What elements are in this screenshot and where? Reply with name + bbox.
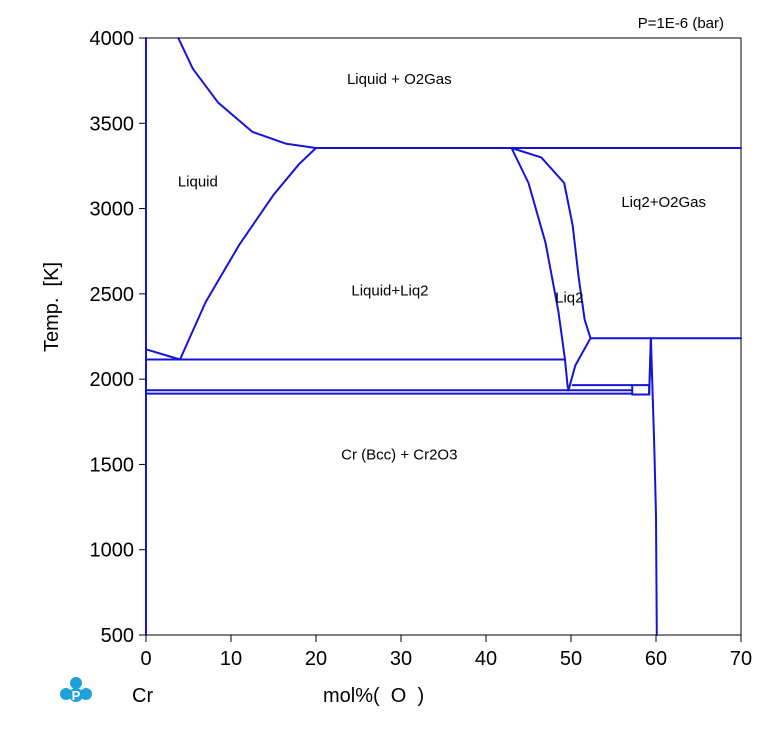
region-labels: Liquid + O2Gas Liquid Liq2+O2Gas Liq2 Liquid… <box>178 71 706 463</box>
phase-boundary-4 <box>145 348 181 361</box>
x-tick-label: 0 <box>140 648 151 670</box>
x-tick-label: 20 <box>305 648 327 670</box>
y-tick-label: 4000 <box>90 28 135 50</box>
region-label: Liq2+O2Gas <box>621 194 706 211</box>
y-axis-ticks: 500 1000 1500 2000 2500 3000 3500 4000 <box>90 28 146 647</box>
phase-boundary-9 <box>567 337 592 392</box>
y-tick-label: 2000 <box>90 369 135 391</box>
region-label: Cr (Bcc) + Cr2O3 <box>341 446 457 463</box>
y-tick-label: 1500 <box>90 454 135 476</box>
region-label: Liq2 <box>555 289 583 306</box>
region-label: Liquid + O2Gas <box>347 71 452 88</box>
pressure-label: P=1E-6 (bar) <box>638 15 724 32</box>
x-axis-title: mol%( O ) <box>323 685 424 707</box>
y-tick-label: 3500 <box>90 113 135 135</box>
y-tick-label: 500 <box>101 625 134 647</box>
x-tick-label: 50 <box>560 648 582 670</box>
phase-boundary-17 <box>649 337 658 636</box>
x-tick-label: 70 <box>730 648 752 670</box>
element-label: Cr <box>132 685 153 707</box>
x-tick-label: 40 <box>475 648 497 670</box>
svg-text:P: P <box>72 688 81 703</box>
pandat-logo-icon: P <box>60 677 92 703</box>
y-tick-label: 1000 <box>90 540 135 562</box>
x-tick-label: 30 <box>390 648 412 670</box>
y-tick-label: 3000 <box>90 199 135 221</box>
phase-boundary-18 <box>648 337 652 394</box>
phase-boundary-6 <box>510 147 570 392</box>
phase-boundaries <box>145 37 742 636</box>
x-axis-ticks: 0 10 20 30 40 50 60 70 <box>140 635 752 670</box>
x-tick-label: 10 <box>220 648 242 670</box>
x-tick-label: 60 <box>645 648 667 670</box>
phase-boundary-3 <box>179 147 317 361</box>
plot-frame <box>145 37 742 636</box>
region-label: Liquid+Liq2 <box>351 283 428 300</box>
phase-boundary-1 <box>177 37 317 149</box>
region-label: Liquid <box>178 173 218 190</box>
y-axis-title: Temp. [K] <box>41 262 63 352</box>
y-tick-label: 2500 <box>90 284 135 306</box>
phase-boundary-7 <box>510 147 592 340</box>
